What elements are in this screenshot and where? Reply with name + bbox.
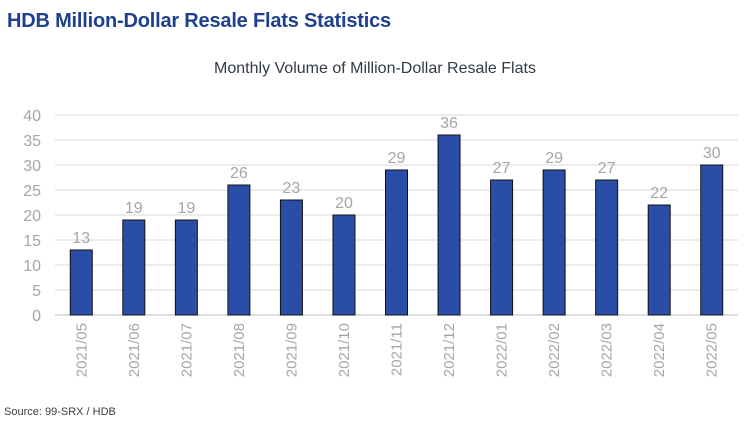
y-tick-label: 25	[23, 183, 41, 200]
bar	[542, 169, 566, 316]
gridlines	[55, 114, 738, 316]
x-tick-label: 2022/03	[599, 323, 616, 377]
x-tick-label: 2021/05	[73, 323, 90, 377]
data-label: 26	[230, 165, 248, 182]
data-label: 27	[598, 160, 616, 177]
bar	[69, 249, 93, 316]
x-axis-ticks: 2021/05 2021/06 2021/07 2021/08 2021/09 2021/…	[73, 323, 720, 377]
data-label: 13	[72, 230, 90, 247]
data-label: 23	[283, 180, 301, 197]
bar	[122, 219, 146, 316]
data-labels: 13 19 19 26 23 20 29 36 27 29 27 22 30	[72, 115, 720, 247]
data-label: 19	[125, 200, 143, 217]
data-label: 22	[650, 185, 668, 202]
x-tick-label: 2021/09	[283, 323, 300, 377]
data-label: 27	[493, 160, 511, 177]
chart-title: Monthly Volume of Million-Dollar Resale …	[214, 60, 536, 77]
x-tick-label: 2021/08	[231, 323, 248, 377]
x-tick-label: 2021/06	[126, 323, 143, 377]
x-tick-label: 2021/11	[389, 323, 406, 376]
y-tick-label: 30	[23, 158, 41, 175]
bar	[700, 164, 724, 316]
y-tick-label: 0	[32, 308, 41, 325]
x-tick-label: 2022/02	[546, 323, 563, 377]
x-tick-label: 2022/05	[704, 323, 721, 377]
bar	[490, 179, 514, 316]
data-label: 29	[545, 150, 563, 167]
y-axis-ticks: 0 5 10 15 20 25 30 35 40	[23, 108, 41, 325]
y-tick-label: 15	[23, 233, 41, 250]
x-tick-label: 2021/10	[336, 323, 353, 377]
data-label: 29	[388, 150, 406, 167]
y-tick-label: 5	[32, 283, 41, 300]
x-tick-label: 2021/12	[441, 323, 458, 377]
bar	[385, 169, 408, 316]
data-label: 19	[177, 200, 195, 217]
bar	[279, 199, 303, 316]
x-tick-label: 2022/04	[651, 323, 668, 377]
y-tick-label: 35	[23, 133, 41, 150]
bar	[595, 179, 619, 316]
y-tick-label: 10	[23, 258, 41, 275]
bar	[227, 184, 251, 316]
data-label: 30	[703, 145, 721, 162]
bar	[437, 134, 461, 316]
bars	[69, 134, 724, 316]
x-tick-label: 2022/01	[494, 323, 511, 377]
bar	[174, 219, 198, 316]
bar	[647, 204, 671, 316]
y-tick-label: 40	[23, 108, 41, 125]
bar	[332, 214, 356, 316]
data-label: 36	[440, 115, 458, 132]
x-tick-label: 2021/07	[178, 323, 195, 377]
page-title: HDB Million-Dollar Resale Flats Statisti…	[7, 10, 391, 32]
y-tick-label: 20	[23, 208, 41, 225]
data-label: 20	[335, 195, 353, 212]
source-note: Source: 99-SRX / HDB	[4, 406, 116, 418]
